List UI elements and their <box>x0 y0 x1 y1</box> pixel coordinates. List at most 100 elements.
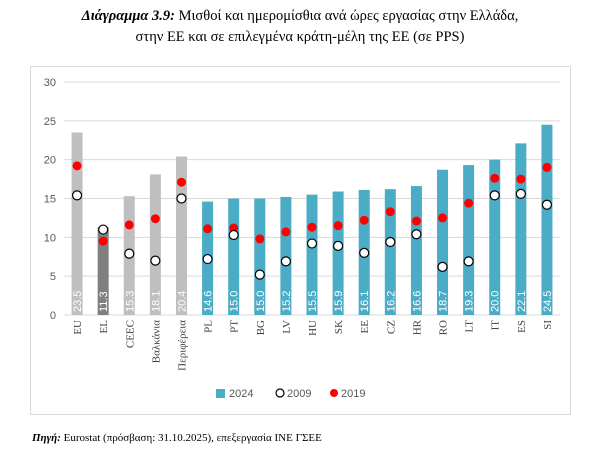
category-label: CZ <box>385 320 397 334</box>
marker-2009-6 <box>228 229 239 241</box>
marker-2019-4 <box>176 177 186 187</box>
y-tick-label: 20 <box>44 155 56 167</box>
bar-value-label: 16.6 <box>411 291 423 312</box>
marker-2019-12 <box>385 207 395 217</box>
bar-3 <box>149 174 161 315</box>
category-label: ES <box>516 320 528 333</box>
title-line-2: στην ΕΕ και σε επιλεγμένα κράτη-μέλη της… <box>135 29 465 45</box>
bar-value-label: 15.9 <box>333 291 345 312</box>
legend-label-2024: 2024 <box>229 388 253 400</box>
bar-14 <box>437 169 449 315</box>
bar-17 <box>515 143 527 315</box>
marker-2019-11 <box>359 215 369 225</box>
bar-value-label: 16.2 <box>385 291 397 312</box>
category-label: PT <box>229 320 241 333</box>
marker-2019-18 <box>542 162 552 172</box>
bar-value-label: 15.5 <box>307 291 319 312</box>
bar-value-label: 18.1 <box>150 291 162 312</box>
bar-15 <box>463 165 475 315</box>
bar-value-label: 23.5 <box>72 291 84 312</box>
marker-2019-8 <box>281 227 291 237</box>
marker-2019-1 <box>98 236 108 246</box>
marker-2009-17 <box>515 188 526 199</box>
marker-2019-17 <box>516 174 526 184</box>
title-text-1: Μισθοί και ημερομίσθια ανά ώρες εργασίας… <box>178 8 519 24</box>
marker-2009-7 <box>254 269 265 280</box>
y-tick-label: 15 <box>44 194 56 206</box>
marker-2009-11 <box>359 247 370 258</box>
marker-2019-13 <box>411 216 421 226</box>
bar-value-label: 22.1 <box>516 291 528 312</box>
marker-2019-3 <box>150 214 160 224</box>
marker-2009-4 <box>176 193 187 204</box>
marker-2019-5 <box>203 224 213 234</box>
category-label: LV <box>281 320 293 334</box>
marker-2009-16 <box>489 190 500 201</box>
bar-16 <box>489 159 501 315</box>
chart-frame <box>30 66 571 415</box>
category-label: Βαλκάνια <box>150 320 162 363</box>
y-tick-label: 30 <box>44 77 56 89</box>
marker-2009-9 <box>306 238 318 249</box>
marker-2009-8 <box>280 256 291 267</box>
y-tick-label: 25 <box>44 116 56 128</box>
category-label: HR <box>411 319 423 335</box>
marker-2019-7 <box>255 234 265 244</box>
category-label: EL <box>98 320 110 334</box>
bar-value-label: 15.3 <box>124 291 136 312</box>
category-label: EE <box>359 320 371 334</box>
bar-9 <box>306 194 318 315</box>
marker-2019-16 <box>490 173 500 183</box>
category-label: PL <box>203 320 215 333</box>
bar-value-label: 20.4 <box>176 291 188 312</box>
category-label: BG <box>255 320 267 335</box>
marker-2009-15 <box>463 256 474 267</box>
category-label: SK <box>333 320 345 334</box>
category-label: SI <box>542 320 554 330</box>
marker-2009-2 <box>124 248 135 259</box>
category-label: RO <box>438 320 450 335</box>
bar-value-label: 15.2 <box>281 291 293 312</box>
bar-7 <box>254 198 266 315</box>
category-label: LT <box>464 320 476 333</box>
marker-2009-3 <box>150 255 161 266</box>
marker-2019-15 <box>464 198 474 208</box>
bar-value-label: 14.6 <box>203 291 215 312</box>
y-tick-label: 10 <box>44 232 56 244</box>
y-tick-label: 0 <box>50 310 56 322</box>
bar-0 <box>71 132 83 315</box>
marker-2019-9 <box>307 222 317 232</box>
y-tick-label: 5 <box>50 271 56 283</box>
marker-2019-6 <box>229 223 239 233</box>
bar-4 <box>175 156 187 315</box>
bar-13 <box>410 186 422 315</box>
bar-value-label: 19.3 <box>464 291 476 312</box>
marker-2009-0 <box>71 190 83 201</box>
marker-2009-1 <box>98 224 109 235</box>
legend-label-2019: 2019 <box>341 388 365 400</box>
marker-2009-14 <box>437 261 448 272</box>
marker-2009-12 <box>385 236 396 248</box>
legend-label-2009: 2009 <box>287 388 311 400</box>
bar-1 <box>97 227 109 315</box>
title-line-1: Διάγραμμα 3.9: Μισθοί και ημερομίσθια αν… <box>0 6 600 27</box>
marker-2019-2 <box>124 220 134 230</box>
bar-12 <box>384 189 396 315</box>
marker-2019-10 <box>333 221 343 231</box>
bar-value-label: 16.1 <box>359 291 371 312</box>
category-label: EU <box>72 320 84 335</box>
source-text: Eurostat (πρόσβαση: 31.10.2025), επεξεργ… <box>63 432 322 444</box>
bar-value-label: 24.5 <box>542 291 554 312</box>
marker-2019-0 <box>72 161 82 171</box>
bar-value-label: 11.3 <box>98 291 110 312</box>
marker-2009-5 <box>202 253 213 265</box>
bar-value-label: 15.0 <box>229 291 241 312</box>
legend-swatch-2024 <box>216 389 225 398</box>
category-label: IT <box>490 320 502 331</box>
source-note: Πηγή: Eurostat (πρόσβαση: 31.10.2025), ε… <box>32 432 322 444</box>
marker-2009-10 <box>333 240 344 251</box>
marker-2019-14 <box>438 213 448 223</box>
bar-10 <box>332 191 344 315</box>
legend-marker-2019 <box>330 389 338 397</box>
